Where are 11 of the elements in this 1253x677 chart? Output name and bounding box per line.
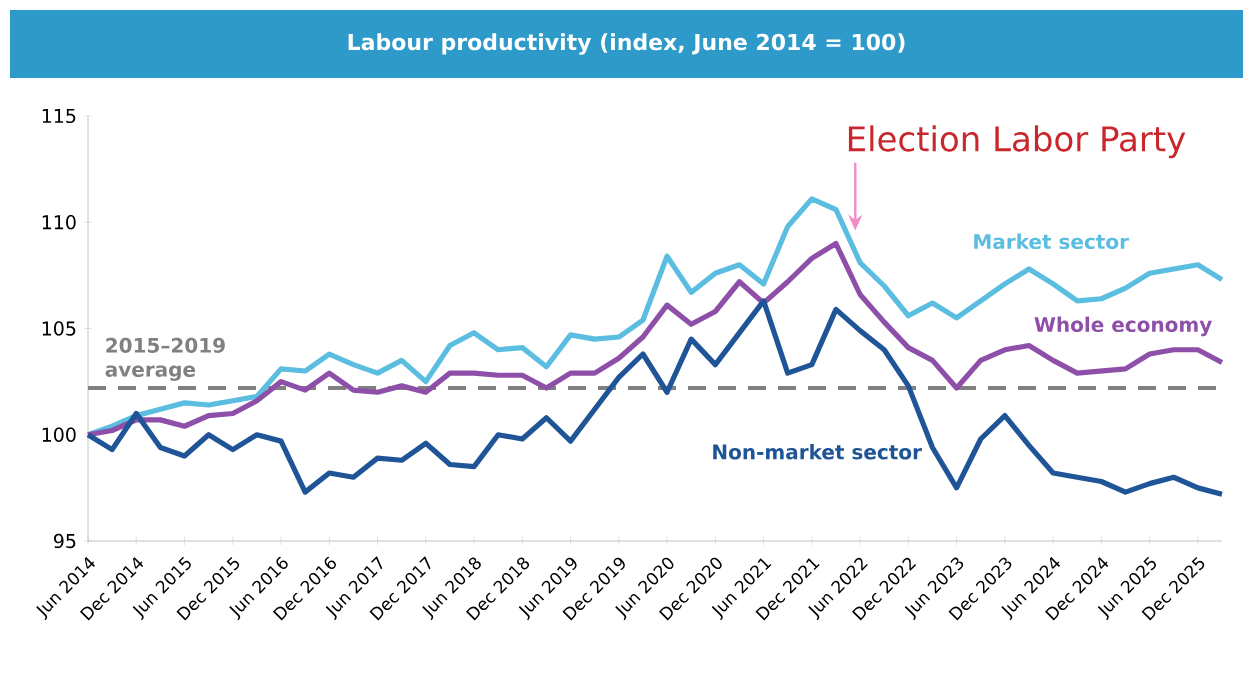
annotation: Election Labor Party — [848, 125, 1186, 159]
y-tick-label: 100 — [42, 427, 76, 442]
ref-line-label: 2015–2019 average — [105, 337, 225, 381]
y-tick-label: 110 — [42, 215, 76, 230]
series-label: Whole economy — [1034, 316, 1212, 337]
y-tick-label: 105 — [42, 321, 76, 336]
y-tick-label: 115 — [42, 108, 76, 124]
series-label: Non-market sector — [713, 444, 922, 460]
series-label: Market sector — [974, 233, 1129, 250]
chart-title: Labour productivity (index, June 2014 = 100) — [348, 33, 905, 55]
y-tick-label: 95 — [53, 533, 76, 549]
